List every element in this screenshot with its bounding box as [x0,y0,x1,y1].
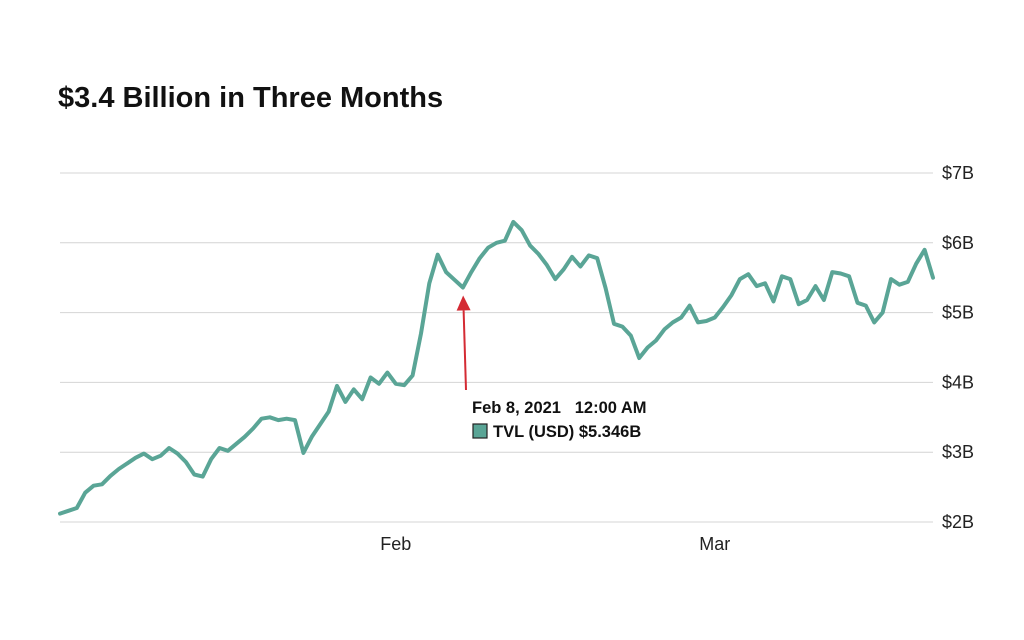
annotation-arrow [462,310,467,391]
y-tick-label: $6B [942,233,974,253]
tooltip-annotation: Feb 8, 2021 12:00 AM TVL (USD) $5.346B [456,295,647,441]
chart-title: $3.4 Billion in Three Months [58,82,444,114]
y-tick-label: $7B [942,163,974,183]
annotation-series-value: TVL (USD) $5.346B [493,423,641,441]
gridlines [60,172,933,523]
x-axis-tick-labels: Feb Mar [380,534,730,554]
y-tick-label: $2B [942,512,974,532]
annotation-date-label: Feb 8, 2021 12:00 AM [472,399,647,417]
x-tick-label: Mar [699,534,730,554]
y-axis-tick-labels: $2B $3B $4B $5B $6B $7B [942,163,974,532]
series-color-swatch [472,423,488,439]
tvl-series-line [58,219,935,516]
y-tick-label: $4B [942,372,974,392]
annotation-arrowhead [456,295,471,311]
x-tick-label: Feb [380,534,411,554]
y-tick-label: $5B [942,303,974,323]
y-tick-label: $3B [942,442,974,462]
